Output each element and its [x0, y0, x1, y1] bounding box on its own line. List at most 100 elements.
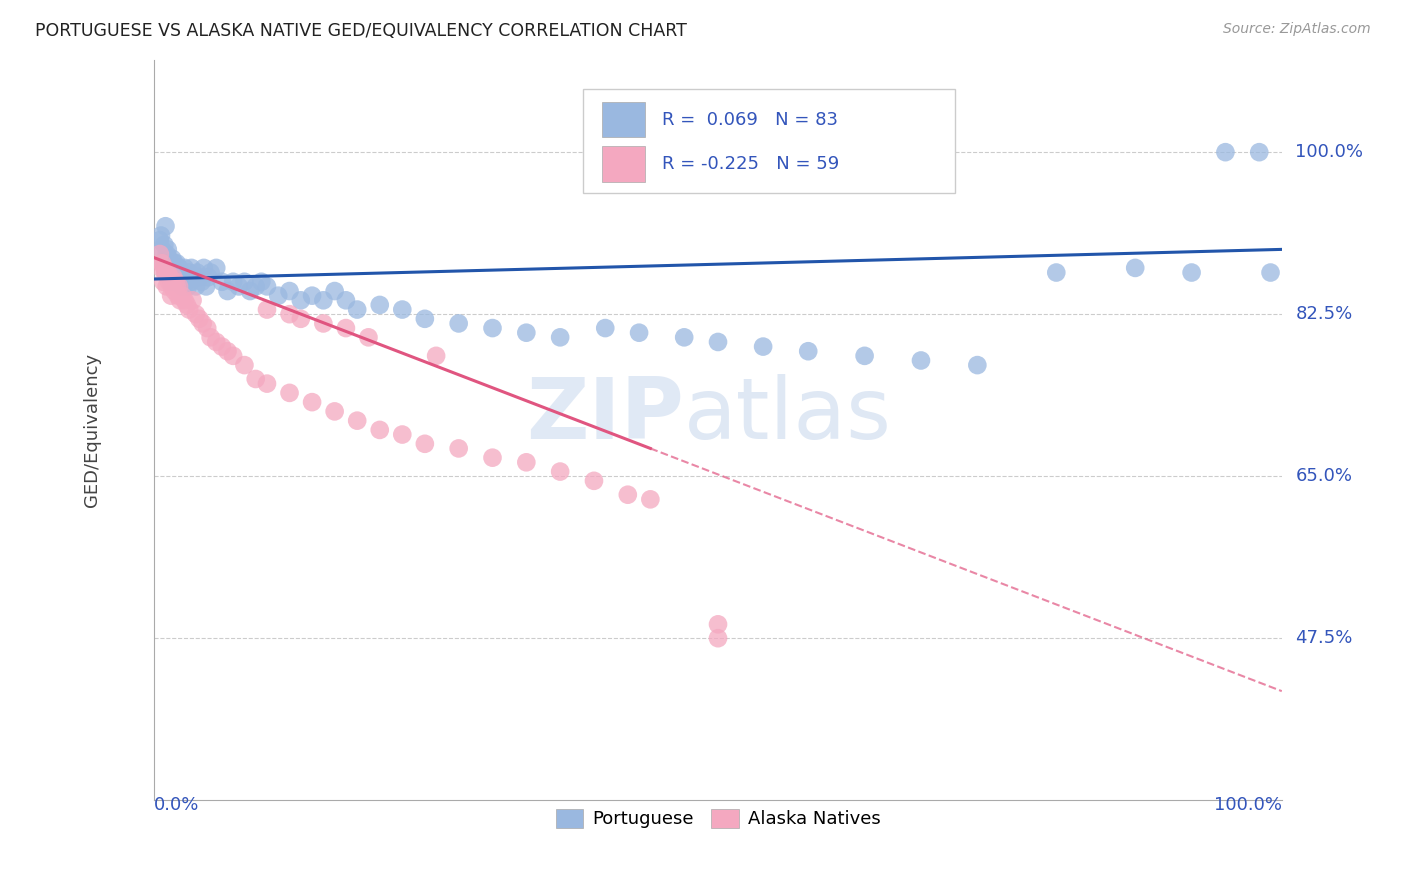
Point [481, 450, 503, 465]
Point [193, 260, 215, 275]
Point [169, 293, 191, 308]
Point [312, 317, 335, 331]
Text: atlas: atlas [685, 374, 893, 457]
Point [166, 279, 188, 293]
Point [149, 247, 172, 261]
Point [346, 302, 368, 317]
Point [150, 260, 173, 275]
Point [156, 266, 179, 280]
Point [267, 288, 290, 302]
Point [166, 256, 188, 270]
Point [515, 455, 537, 469]
Point [172, 288, 194, 302]
Point [228, 279, 250, 293]
Point [853, 349, 876, 363]
Point [181, 293, 204, 308]
Point [156, 279, 179, 293]
Point [188, 311, 211, 326]
Point [211, 340, 233, 354]
Point [200, 330, 222, 344]
Point [425, 349, 447, 363]
Point [256, 302, 278, 317]
Point [966, 358, 988, 372]
FancyBboxPatch shape [602, 102, 645, 137]
Point [278, 307, 301, 321]
Point [368, 423, 391, 437]
Point [481, 321, 503, 335]
Point [191, 317, 214, 331]
Point [245, 279, 267, 293]
Point [167, 288, 190, 302]
Point [391, 427, 413, 442]
Point [1045, 266, 1067, 280]
Point [150, 228, 173, 243]
Point [172, 279, 194, 293]
Point [673, 330, 696, 344]
Point [179, 275, 201, 289]
Point [707, 617, 730, 632]
Point [548, 465, 571, 479]
Point [239, 284, 262, 298]
Legend: Portuguese, Alaska Natives: Portuguese, Alaska Natives [548, 802, 887, 836]
Point [413, 311, 436, 326]
Point [346, 414, 368, 428]
FancyBboxPatch shape [582, 89, 955, 193]
Point [179, 266, 201, 280]
Point [245, 372, 267, 386]
Point [195, 321, 218, 335]
Point [323, 404, 346, 418]
Point [162, 270, 184, 285]
Point [391, 302, 413, 317]
Point [163, 284, 186, 298]
Text: R =  0.069   N = 83: R = 0.069 N = 83 [662, 111, 838, 128]
Point [184, 279, 207, 293]
Text: 47.5%: 47.5% [1295, 629, 1353, 648]
Point [205, 260, 228, 275]
Point [184, 307, 207, 321]
Point [173, 260, 195, 275]
Point [278, 385, 301, 400]
Point [1123, 260, 1146, 275]
Point [165, 275, 187, 289]
Point [166, 275, 188, 289]
Text: PORTUGUESE VS ALASKA NATIVE GED/EQUIVALENCY CORRELATION CHART: PORTUGUESE VS ALASKA NATIVE GED/EQUIVALE… [35, 22, 688, 40]
Point [301, 288, 323, 302]
Point [278, 284, 301, 298]
Point [160, 260, 183, 275]
Point [176, 298, 198, 312]
Point [177, 279, 200, 293]
Point [335, 293, 357, 308]
Point [174, 275, 197, 289]
Point [301, 395, 323, 409]
Text: 100.0%: 100.0% [1295, 144, 1364, 161]
Point [413, 437, 436, 451]
Point [160, 275, 183, 289]
Point [152, 275, 174, 289]
Point [173, 293, 195, 308]
Point [797, 344, 820, 359]
Point [357, 330, 380, 344]
Point [150, 256, 173, 270]
Point [250, 275, 273, 289]
Point [197, 270, 219, 285]
Text: 65.0%: 65.0% [1295, 467, 1353, 485]
Point [752, 340, 775, 354]
Point [186, 266, 208, 280]
Point [159, 270, 181, 285]
Text: GED/Equivalency: GED/Equivalency [83, 353, 101, 507]
Point [153, 260, 176, 275]
Point [217, 344, 239, 359]
Text: 100.0%: 100.0% [1213, 796, 1282, 814]
Text: R = -0.225   N = 59: R = -0.225 N = 59 [662, 155, 839, 173]
Point [447, 317, 470, 331]
Point [160, 288, 183, 302]
Point [149, 233, 172, 247]
Point [156, 260, 179, 275]
Point [153, 237, 176, 252]
Point [183, 270, 205, 285]
Point [167, 279, 190, 293]
Point [155, 266, 177, 280]
Text: 82.5%: 82.5% [1295, 305, 1353, 323]
Point [290, 311, 312, 326]
Point [335, 321, 357, 335]
